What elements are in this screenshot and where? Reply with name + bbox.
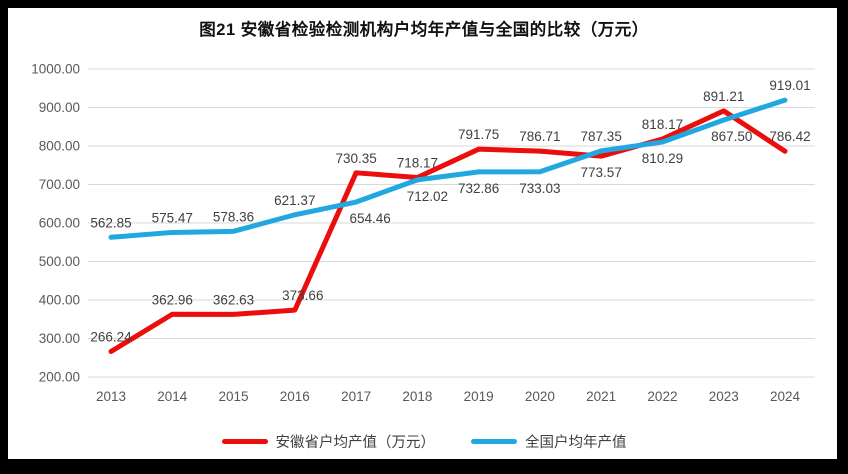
- data-label: 786.42: [769, 129, 810, 144]
- data-label: 578.36: [213, 209, 254, 224]
- data-label: 733.03: [519, 181, 560, 196]
- data-label: 919.01: [769, 78, 810, 93]
- data-label: 787.35: [581, 129, 622, 144]
- x-axis-tick-label: 2014: [157, 389, 188, 404]
- x-axis-tick-label: 2013: [96, 389, 126, 404]
- data-label: 732.86: [458, 181, 499, 196]
- x-axis-tick-label: 2018: [402, 389, 432, 404]
- y-axis-tick-label: 200.00: [39, 370, 80, 385]
- y-axis-tick-label: 900.00: [39, 100, 80, 115]
- legend-item-national: 全国户均年产值: [471, 431, 627, 452]
- legend-item-anhui: 安徽省户均产值（万元）: [221, 431, 436, 452]
- national-line-swatch: [471, 439, 517, 444]
- frame-border-bottom: [0, 459, 848, 474]
- frame-border-top: [0, 0, 848, 8]
- data-label: 791.75: [458, 127, 499, 142]
- data-label: 562.85: [90, 215, 131, 230]
- x-axis-tick-label: 2024: [770, 389, 801, 404]
- x-axis-tick-label: 2019: [464, 389, 494, 404]
- frame-border-right: [837, 0, 848, 474]
- chart-title: 图21 安徽省检验检测机构户均年产值与全国的比较（万元）: [199, 21, 649, 39]
- data-label: 621.37: [274, 193, 315, 208]
- data-label: 266.24: [90, 329, 132, 344]
- y-axis-tick-label: 600.00: [39, 216, 80, 231]
- y-axis-tick-label: 1000.00: [31, 62, 80, 77]
- y-axis-tick-label: 500.00: [39, 254, 80, 269]
- legend-label-anhui: 安徽省户均产值（万元）: [275, 435, 436, 451]
- data-label: 362.63: [213, 292, 254, 307]
- x-axis-tick-label: 2022: [647, 389, 677, 404]
- x-axis-tick-label: 2017: [341, 389, 371, 404]
- x-axis-tick-label: 2020: [525, 389, 555, 404]
- y-axis-tick-label: 300.00: [39, 331, 80, 346]
- data-label: 773.57: [581, 165, 622, 180]
- x-axis-tick-label: 2021: [586, 389, 616, 404]
- legend-label-national: 全国户均年产值: [525, 435, 627, 451]
- x-axis-tick-label: 2015: [219, 389, 249, 404]
- data-label: 810.29: [642, 151, 683, 166]
- data-label: 373.66: [282, 288, 323, 303]
- legend: 安徽省户均产值（万元） 全国户均年产值: [0, 431, 848, 452]
- x-axis-tick-label: 2023: [709, 389, 739, 404]
- series-line-0: [108, 108, 788, 354]
- data-label: 654.46: [349, 211, 390, 226]
- y-axis-tick-label: 400.00: [39, 293, 80, 308]
- y-axis-tick-label: 800.00: [39, 139, 80, 154]
- data-label: 867.50: [711, 129, 752, 144]
- data-label: 718.17: [397, 156, 438, 171]
- data-label: 730.35: [335, 151, 376, 166]
- anhui-line-swatch: [221, 439, 268, 444]
- data-label: 712.02: [407, 189, 448, 204]
- y-axis-tick-label: 700.00: [39, 177, 80, 192]
- data-label: 818.17: [642, 117, 683, 132]
- data-label: 891.21: [703, 89, 744, 104]
- x-axis-tick-label: 2016: [280, 389, 310, 404]
- series-line-1: [108, 97, 788, 240]
- data-label: 575.47: [152, 210, 193, 225]
- frame-border-left: [0, 0, 8, 474]
- data-label: 786.71: [519, 129, 560, 144]
- data-label: 362.96: [152, 292, 193, 307]
